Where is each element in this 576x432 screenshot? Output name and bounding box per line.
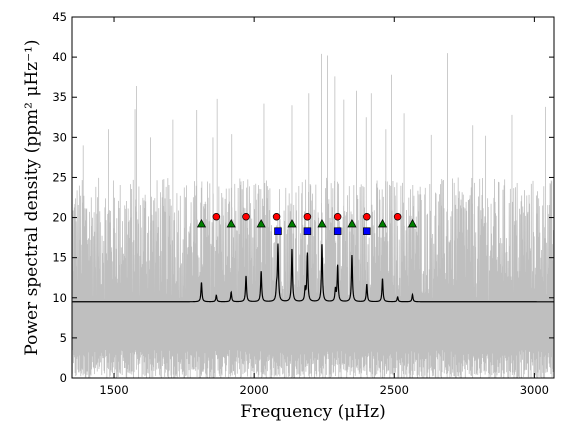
circle-marker <box>393 213 402 221</box>
circle-marker <box>272 213 281 221</box>
y-tick-label: 30 <box>52 130 67 144</box>
x-tick-label: 1500 <box>99 383 128 397</box>
circle-marker <box>242 213 250 221</box>
circle-marker <box>363 213 371 221</box>
circle-marker <box>303 213 312 221</box>
y-axis-label: Power spectral density (ppm² μHz⁻¹) <box>22 39 42 355</box>
x-tick-label: 2500 <box>380 383 409 397</box>
mode-markers <box>196 213 418 235</box>
y-tick-label: 35 <box>52 90 67 104</box>
triangle-marker <box>226 219 236 228</box>
triangle-marker <box>317 219 327 228</box>
square-marker <box>333 227 342 235</box>
x-tick-label: 2000 <box>240 383 269 397</box>
triangle-marker <box>407 219 418 228</box>
x-tick-label: 3000 <box>520 383 549 397</box>
y-tick-label: 45 <box>52 10 67 24</box>
y-tick-label: 15 <box>52 251 67 265</box>
y-tick-label: 10 <box>52 291 67 305</box>
y-tick-label: 0 <box>60 371 67 385</box>
triangle-marker <box>256 219 266 228</box>
triangle-marker <box>287 219 297 228</box>
x-axis-label: Frequency (μHz) <box>240 402 385 422</box>
y-tick-label: 40 <box>52 50 67 64</box>
square-marker <box>274 227 282 235</box>
triangle-marker <box>196 219 207 228</box>
noisy-spectrum-line <box>72 53 554 378</box>
plot-area <box>71 16 555 379</box>
y-tick-label: 25 <box>52 170 67 184</box>
y-axis-ticks: 0 5 10 15 20 25 30 35 40 45 <box>52 10 554 385</box>
plot-frame <box>71 16 555 379</box>
y-tick-label: 20 <box>52 211 67 225</box>
circle-marker <box>212 213 221 221</box>
square-marker <box>363 227 371 235</box>
x-axis-ticks: 1500 2000 2500 3000 <box>99 17 549 397</box>
triangle-marker <box>377 219 388 228</box>
circle-marker <box>333 213 342 221</box>
triangle-marker <box>347 219 357 228</box>
square-marker <box>303 227 312 235</box>
smoothed-fit-line <box>72 243 554 303</box>
y-tick-label: 5 <box>60 331 67 345</box>
